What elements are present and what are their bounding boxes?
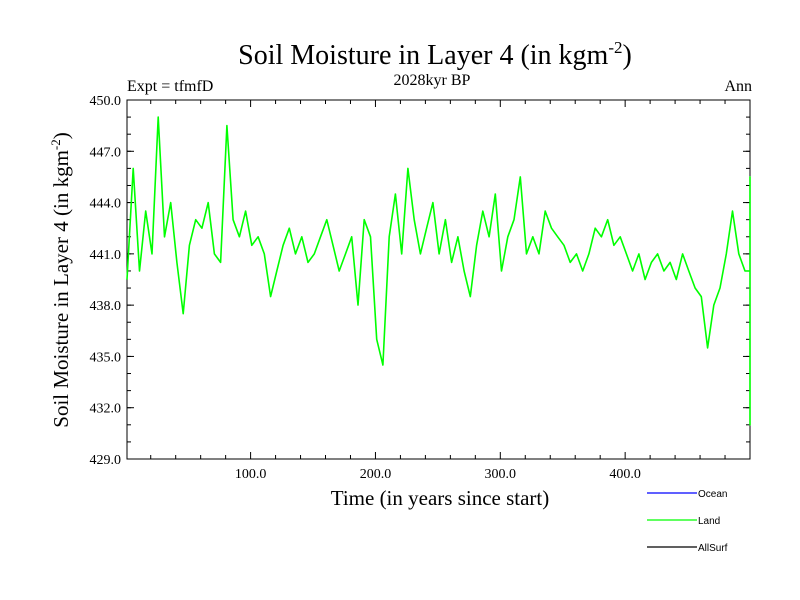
x-tick-label: 300.0 [485,467,517,482]
y-tick-label: 438.0 [90,299,122,314]
y-axis: 429.0 432.0 435.0 438.0 441.0 444.0 447.0 450.0 [90,94,750,468]
y-tick-label: 441.0 [90,248,122,263]
chart-subtitle: 2028kyr BP [394,72,471,89]
y-axis-label-main: Soil Moisture in Layer 4 (in kgm [49,150,73,428]
x-axis-label: Time (in years since start) [331,486,550,510]
legend-label-land: Land [698,516,720,527]
x-tick-label: 400.0 [609,467,641,482]
chart-title-main: Soil Moisture in Layer 4 (in kgm [238,40,608,71]
y-tick-label: 444.0 [90,197,122,212]
y-axis-label: Soil Moisture in Layer 4 (in kgm-2) [48,132,73,427]
series-line-land [126,116,751,426]
series-group [126,116,751,426]
y-axis-label-sup: -2 [48,139,63,150]
x-tick-label: 200.0 [360,467,392,482]
y-axis-label-close: ) [49,132,73,139]
y-tick-label: 432.0 [90,402,122,417]
plot-area [126,99,751,460]
y-tick-label: 450.0 [90,94,122,109]
legend-label-ocean: Ocean [698,489,727,500]
y-tick-label: 429.0 [90,453,122,468]
chart-title-sup: -2 [608,38,622,57]
y-tick-label: 435.0 [90,350,122,365]
x-tick-label: 100.0 [235,467,267,482]
chart-title: Soil Moisture in Layer 4 (in kgm-2) [238,38,632,71]
x-axis: 100.0 200.0 300.0 400.0 [150,100,726,482]
season-label: Ann [724,78,752,95]
chart-title-close: ) [623,40,632,71]
y-tick-label: 447.0 [90,145,122,160]
legend-label-allsurf: AllSurf [698,543,728,554]
experiment-label: Expt = tfmfD [127,78,213,95]
legend: Ocean Land AllSurf [647,489,728,554]
